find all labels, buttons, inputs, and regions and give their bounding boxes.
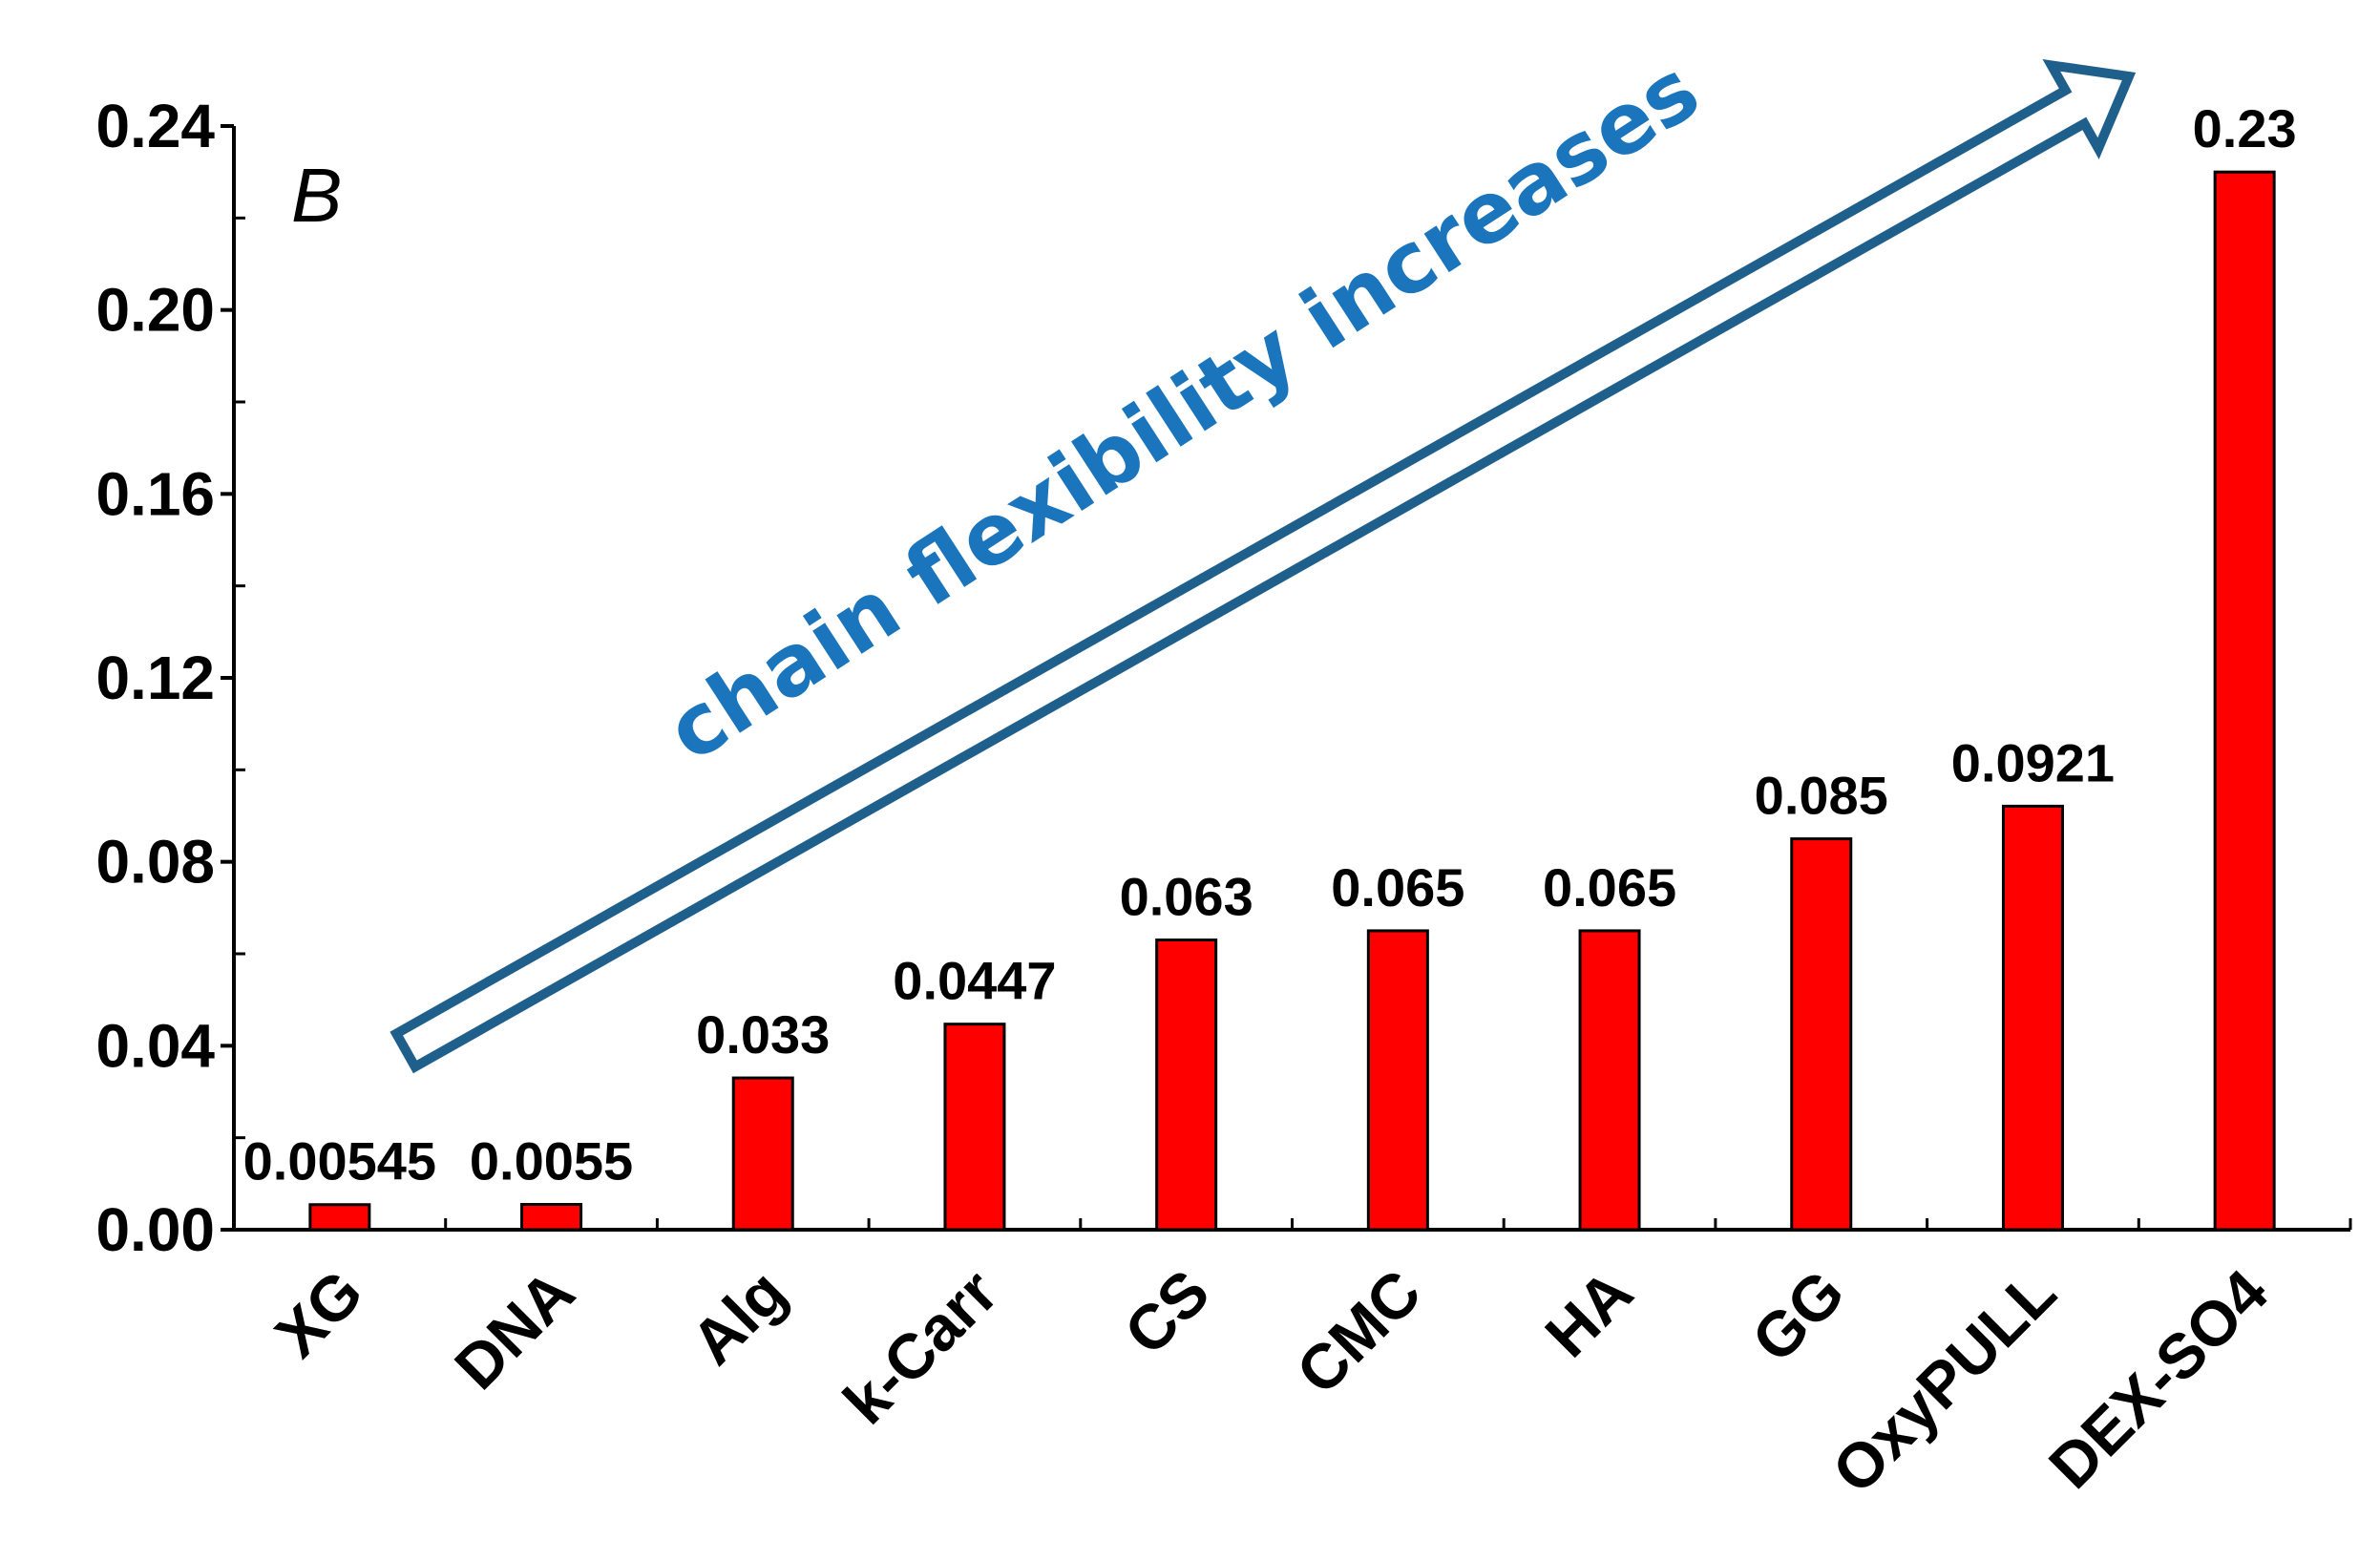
bar bbox=[1578, 929, 1641, 1232]
data-labels: 0.00545 0.0055 0.033 0.0447 0.063 0.065 0.065 0… bbox=[243, 98, 2297, 1192]
y-tick-label: 0.12 bbox=[95, 643, 215, 712]
bar bbox=[943, 1023, 1006, 1232]
bar bbox=[2213, 170, 2276, 1232]
bar bbox=[1155, 939, 1218, 1232]
bar bbox=[520, 1203, 583, 1232]
data-label: 0.065 bbox=[1543, 857, 1676, 918]
category-label: CMC bbox=[1283, 1256, 1435, 1408]
bars bbox=[308, 170, 2276, 1232]
bar bbox=[1366, 929, 1429, 1232]
category-label: OxyPULL bbox=[1819, 1256, 2069, 1507]
y-tick-label: 0.00 bbox=[95, 1195, 215, 1264]
y-axis: 0.00 0.04 0.08 0.12 0.16 0.20 0.24 bbox=[95, 92, 245, 1264]
y-tick-label: 0.20 bbox=[95, 276, 215, 345]
flexibility-arrow bbox=[390, 59, 2137, 1074]
category-label: k-Carr bbox=[830, 1256, 1011, 1438]
chain-flexibility-annotation: chain flexibility increases bbox=[390, 40, 2137, 1074]
bar bbox=[308, 1203, 371, 1232]
bar bbox=[2001, 804, 2064, 1232]
category-label: CS bbox=[1110, 1256, 1222, 1368]
category-label: DNA bbox=[441, 1256, 587, 1403]
annotation-text: chain flexibility increases bbox=[649, 40, 1716, 780]
bar bbox=[1790, 837, 1853, 1232]
panel-label: B bbox=[291, 153, 342, 238]
data-label: 0.0447 bbox=[893, 951, 1056, 1011]
data-label: 0.033 bbox=[696, 1004, 830, 1065]
x-axis bbox=[232, 1218, 2352, 1232]
data-label: 0.065 bbox=[1331, 857, 1464, 918]
category-label: HA bbox=[1531, 1256, 1646, 1371]
category-label: DEX-SO4 bbox=[2035, 1255, 2281, 1501]
data-label: 0.0921 bbox=[1951, 732, 2115, 792]
category-label: GG bbox=[1738, 1256, 1858, 1376]
category-label: XG bbox=[262, 1256, 376, 1371]
category-label: Alg bbox=[678, 1256, 800, 1379]
data-label: 0.063 bbox=[1120, 867, 1253, 927]
y-tick-label: 0.16 bbox=[95, 459, 215, 528]
y-tick-label: 0.04 bbox=[95, 1011, 215, 1080]
y-tick-label: 0.24 bbox=[95, 92, 215, 160]
bar bbox=[731, 1076, 794, 1232]
y-tick-label: 0.08 bbox=[95, 828, 215, 897]
data-label: 0.00545 bbox=[243, 1131, 436, 1192]
data-label: 0.23 bbox=[2193, 98, 2297, 158]
data-label: 0.0055 bbox=[470, 1131, 633, 1192]
data-label: 0.085 bbox=[1755, 766, 1888, 826]
